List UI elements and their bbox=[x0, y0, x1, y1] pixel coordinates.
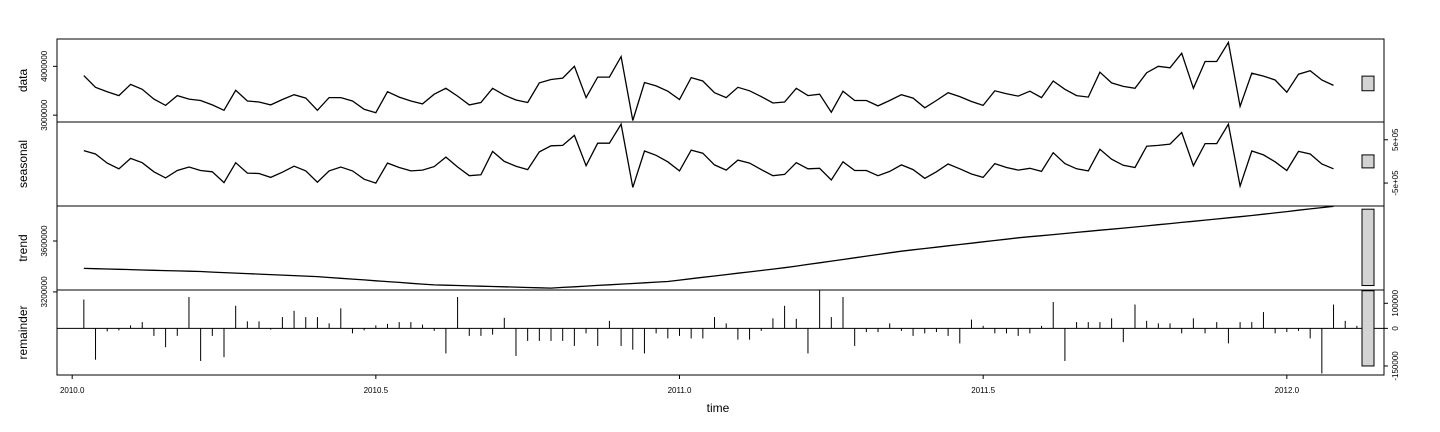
panel-data-ylabel: data bbox=[16, 68, 30, 92]
panel-seasonal-ytick-label-1: 5e+05 bbox=[1391, 128, 1400, 151]
panel-data: data 3000000 4000000 bbox=[16, 38, 1385, 131]
panel-trend-ylabel: trend bbox=[16, 234, 30, 261]
x-tick-label-0: 2010.0 bbox=[60, 386, 85, 395]
x-tick-label-2: 2011.0 bbox=[668, 386, 692, 395]
panel-seasonal-series-line bbox=[83, 122, 1334, 189]
x-axis: 2010.0 2010.5 2011.0 2011.5 2012.0 bbox=[60, 375, 1300, 395]
panel-data-scale-bar bbox=[1361, 75, 1375, 92]
panel-remainder-scale-bar bbox=[1361, 290, 1375, 367]
panel-remainder: remainder -150000 0 100000 bbox=[16, 289, 1400, 380]
panel-seasonal-scale-bar bbox=[1361, 154, 1375, 169]
panel-remainder-ylabel: remainder bbox=[16, 305, 30, 359]
x-axis-title: time bbox=[707, 401, 730, 415]
panel-trend: trend 3200000 3600000 bbox=[16, 205, 1385, 308]
panels-layer: data 3000000 4000000 seasonal -5e+05 5e+05 tre… bbox=[16, 38, 1400, 381]
panel-trend-frame bbox=[56, 205, 1385, 291]
x-tick-label-4: 2012.0 bbox=[1275, 386, 1300, 395]
panel-trend-ytick-label-0: 3200000 bbox=[40, 276, 49, 308]
panel-remainder-ytick-label-1: 0 bbox=[1391, 326, 1400, 331]
panel-remainder-frame bbox=[56, 289, 1385, 376]
panel-seasonal-ytick-label-0: -5e+05 bbox=[1391, 170, 1400, 196]
panel-data-ytick-label-0: 3000000 bbox=[40, 99, 49, 131]
panel-seasonal-frame bbox=[56, 121, 1385, 207]
panel-remainder-ytick-label-0: -150000 bbox=[1391, 351, 1400, 381]
x-tick-label-3: 2011.5 bbox=[971, 386, 995, 395]
panel-data-series-line bbox=[83, 40, 1334, 121]
panel-remainder-ytick-label-2: 100000 bbox=[1391, 289, 1400, 316]
panel-seasonal: seasonal -5e+05 5e+05 bbox=[16, 121, 1400, 207]
panel-seasonal-ylabel: seasonal bbox=[16, 140, 30, 188]
panel-trend-series-line bbox=[83, 205, 1334, 289]
panel-data-frame bbox=[56, 38, 1385, 123]
panel-trend-ytick-label-1: 3600000 bbox=[40, 225, 49, 257]
panel-trend-scale-bar bbox=[1361, 208, 1375, 287]
panel-data-ytick-label-1: 4000000 bbox=[40, 50, 49, 82]
x-tick-label-1: 2010.5 bbox=[364, 386, 389, 395]
